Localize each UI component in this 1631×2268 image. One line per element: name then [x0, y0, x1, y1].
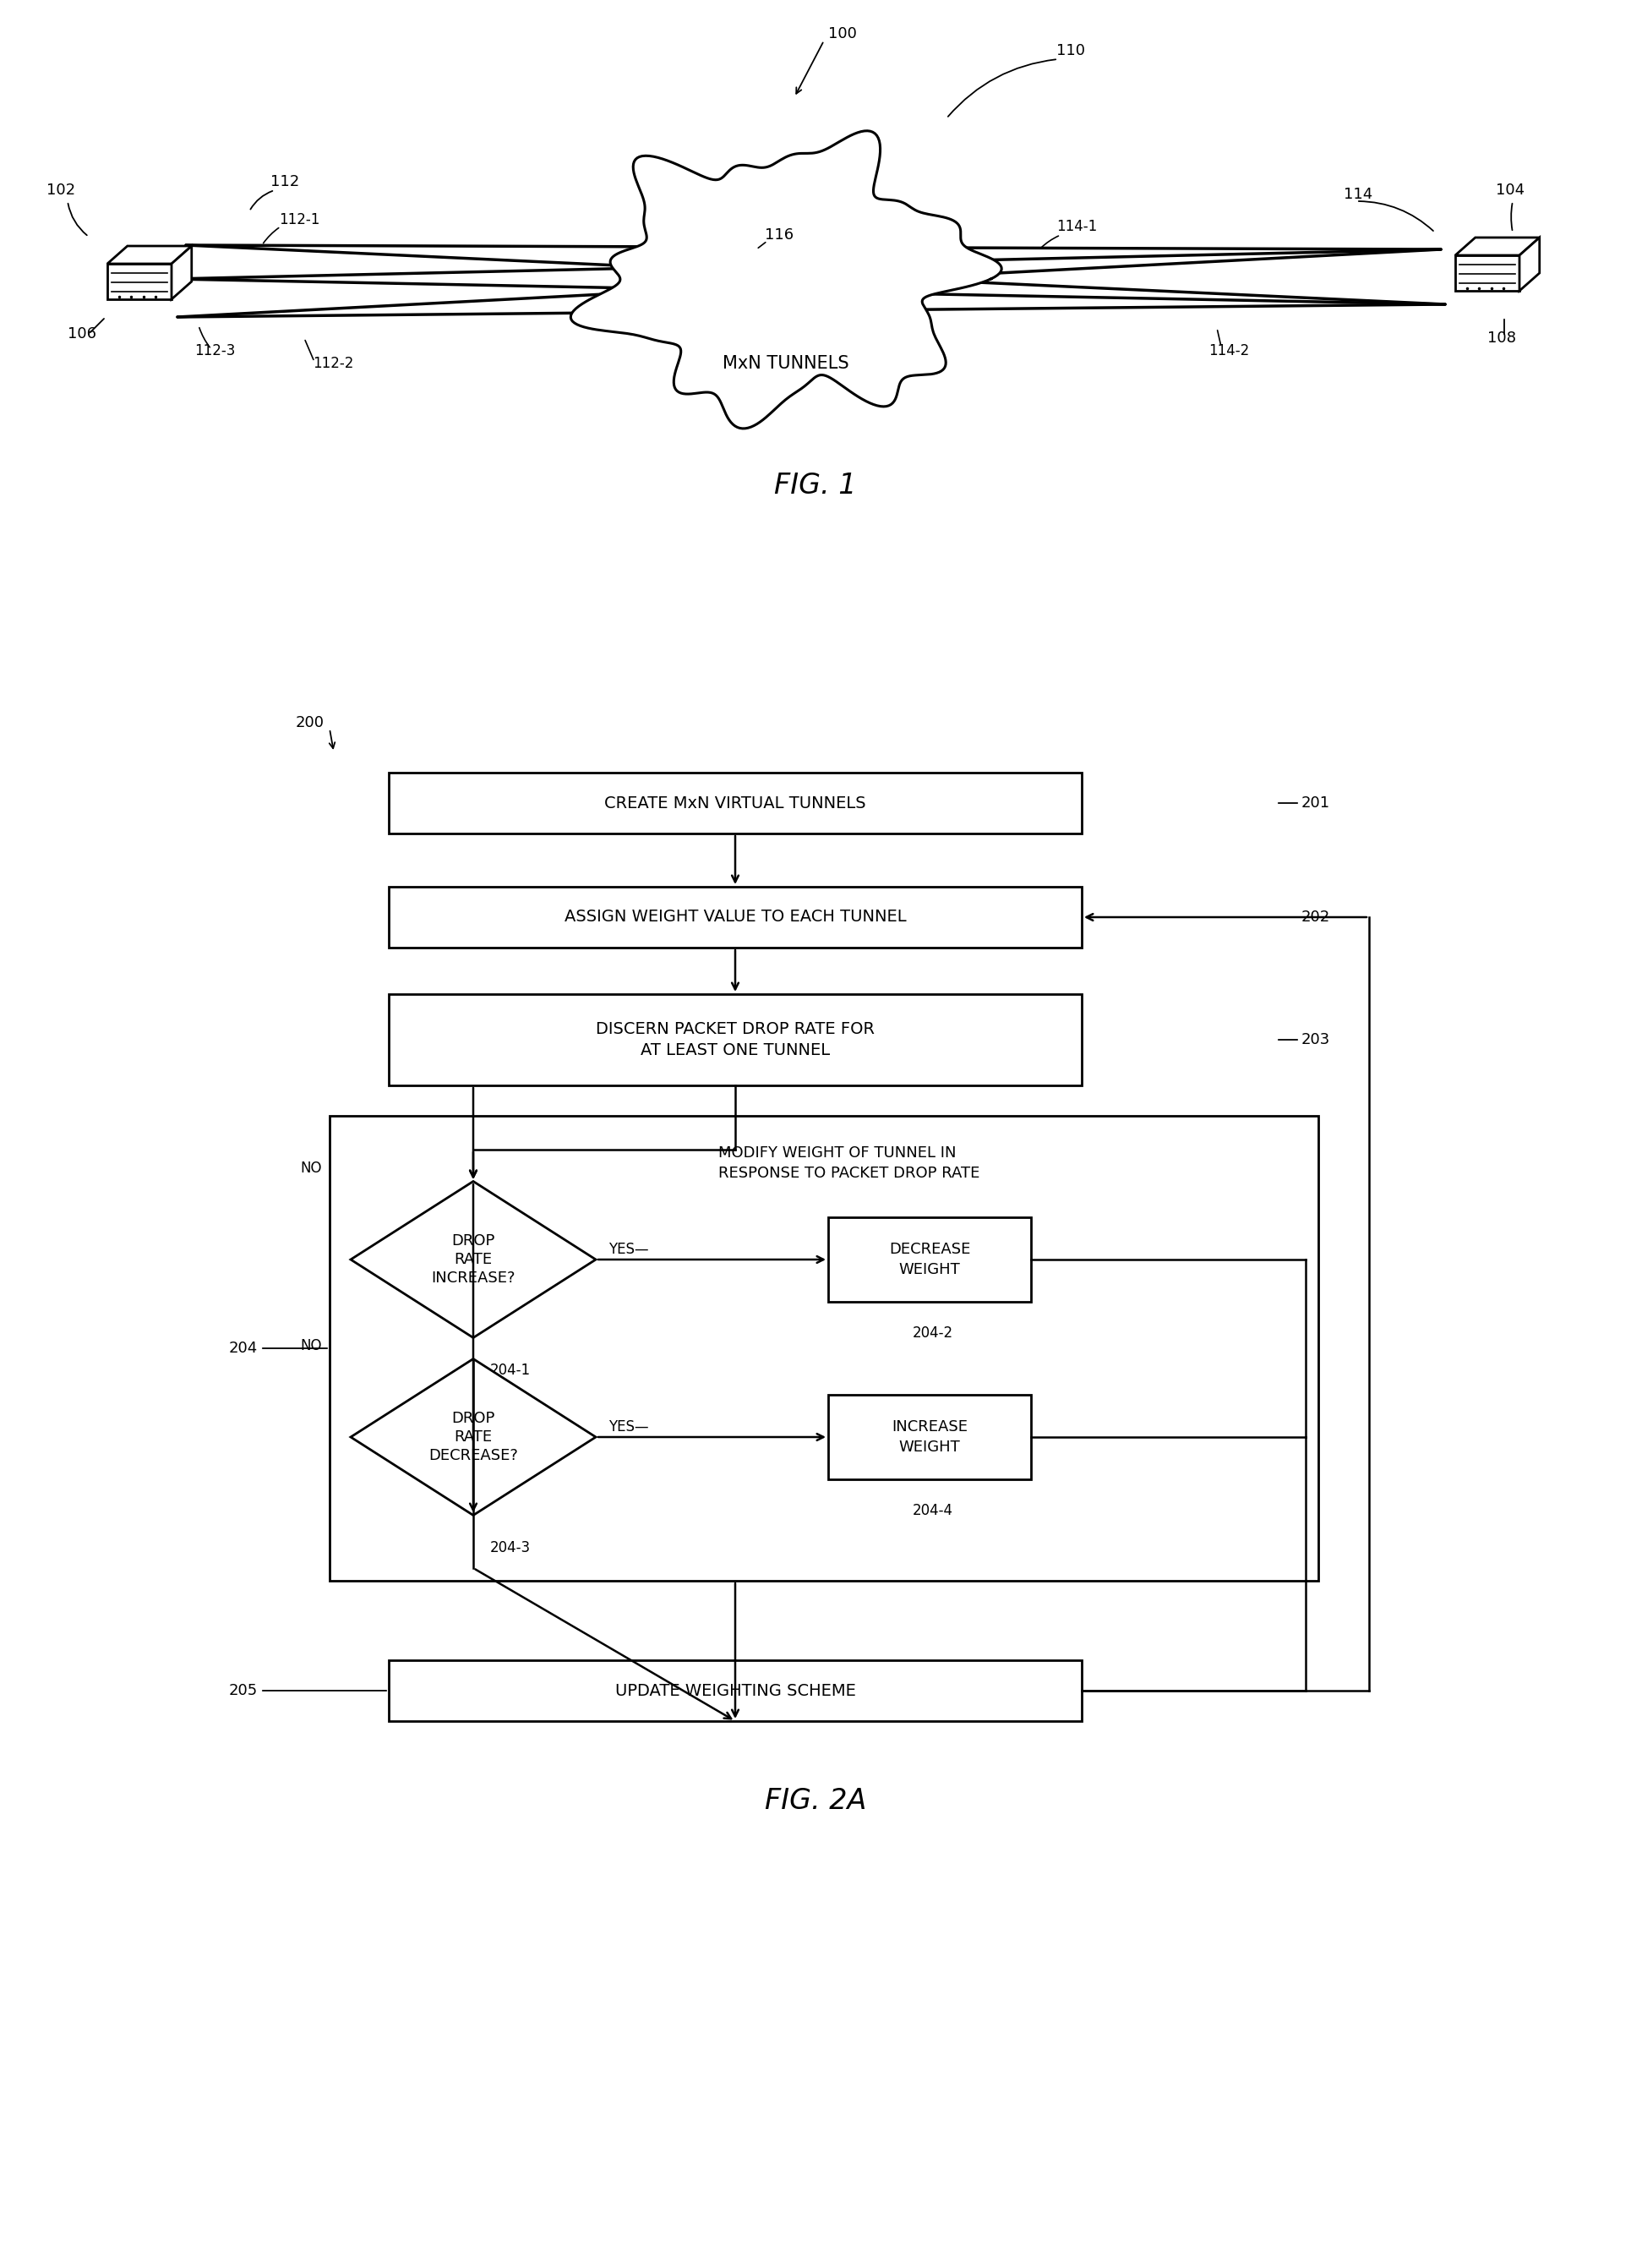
Text: 200: 200: [295, 714, 325, 730]
Polygon shape: [571, 132, 1001, 429]
Text: 201: 201: [1302, 796, 1329, 810]
Text: NO: NO: [300, 1338, 321, 1354]
Text: MODIFY WEIGHT OF TUNNEL IN
RESPONSE TO PACKET DROP RATE: MODIFY WEIGHT OF TUNNEL IN RESPONSE TO P…: [718, 1145, 979, 1182]
Text: FIG. 1: FIG. 1: [773, 472, 856, 499]
Text: 205: 205: [228, 1683, 258, 1699]
Polygon shape: [108, 245, 191, 263]
Text: 102: 102: [46, 184, 75, 197]
Text: 112-3: 112-3: [194, 342, 235, 358]
Bar: [388, 993, 1081, 1086]
Bar: [329, 1116, 1318, 1581]
Text: UPDATE WEIGHTING SCHEME: UPDATE WEIGHTING SCHEME: [615, 1683, 855, 1699]
Text: 114-1: 114-1: [1055, 220, 1096, 234]
Polygon shape: [108, 263, 171, 299]
Text: 204-4: 204-4: [912, 1504, 953, 1517]
Bar: [829, 1218, 1031, 1302]
Text: 202: 202: [1302, 909, 1329, 925]
Text: NO: NO: [300, 1161, 321, 1175]
Text: 112: 112: [271, 175, 298, 188]
Text: 204-3: 204-3: [489, 1540, 530, 1556]
Bar: [829, 1395, 1031, 1479]
Text: 204: 204: [228, 1340, 258, 1356]
Polygon shape: [1455, 238, 1538, 256]
Text: 110: 110: [1055, 43, 1085, 59]
Text: 106: 106: [67, 327, 96, 342]
Bar: [388, 773, 1081, 832]
Text: ASSIGN WEIGHT VALUE TO EACH TUNNEL: ASSIGN WEIGHT VALUE TO EACH TUNNEL: [564, 909, 905, 925]
Text: CREATE MxN VIRTUAL TUNNELS: CREATE MxN VIRTUAL TUNNELS: [603, 796, 866, 812]
Text: DISCERN PACKET DROP RATE FOR
AT LEAST ONE TUNNEL: DISCERN PACKET DROP RATE FOR AT LEAST ON…: [595, 1021, 874, 1059]
Text: 116: 116: [765, 227, 793, 243]
Text: 104: 104: [1496, 184, 1523, 197]
Text: 204-1: 204-1: [489, 1363, 530, 1379]
Text: DECREASE
WEIGHT: DECREASE WEIGHT: [889, 1243, 970, 1277]
Text: 112-1: 112-1: [279, 213, 320, 227]
Text: 203: 203: [1302, 1032, 1329, 1048]
Text: 114: 114: [1342, 186, 1372, 202]
Text: DROP
RATE
DECREASE?: DROP RATE DECREASE?: [429, 1411, 517, 1463]
Text: DROP
RATE
INCREASE?: DROP RATE INCREASE?: [431, 1234, 515, 1286]
Bar: [388, 887, 1081, 948]
Text: 112-2: 112-2: [313, 356, 354, 372]
Text: 100: 100: [829, 27, 856, 41]
Text: FIG. 2A: FIG. 2A: [765, 1787, 866, 1814]
Text: MxN TUNNELS: MxN TUNNELS: [723, 356, 848, 372]
Text: YES—: YES—: [608, 1420, 649, 1436]
Polygon shape: [1455, 256, 1518, 290]
Text: 204-2: 204-2: [912, 1325, 953, 1340]
Text: YES—: YES—: [608, 1243, 649, 1256]
Polygon shape: [1518, 238, 1538, 290]
Polygon shape: [171, 245, 191, 299]
Text: INCREASE
WEIGHT: INCREASE WEIGHT: [891, 1420, 967, 1454]
PathPatch shape: [351, 1182, 595, 1338]
Bar: [388, 1660, 1081, 1721]
Text: 108: 108: [1486, 331, 1515, 345]
Text: 114-2: 114-2: [1209, 342, 1249, 358]
PathPatch shape: [351, 1359, 595, 1515]
